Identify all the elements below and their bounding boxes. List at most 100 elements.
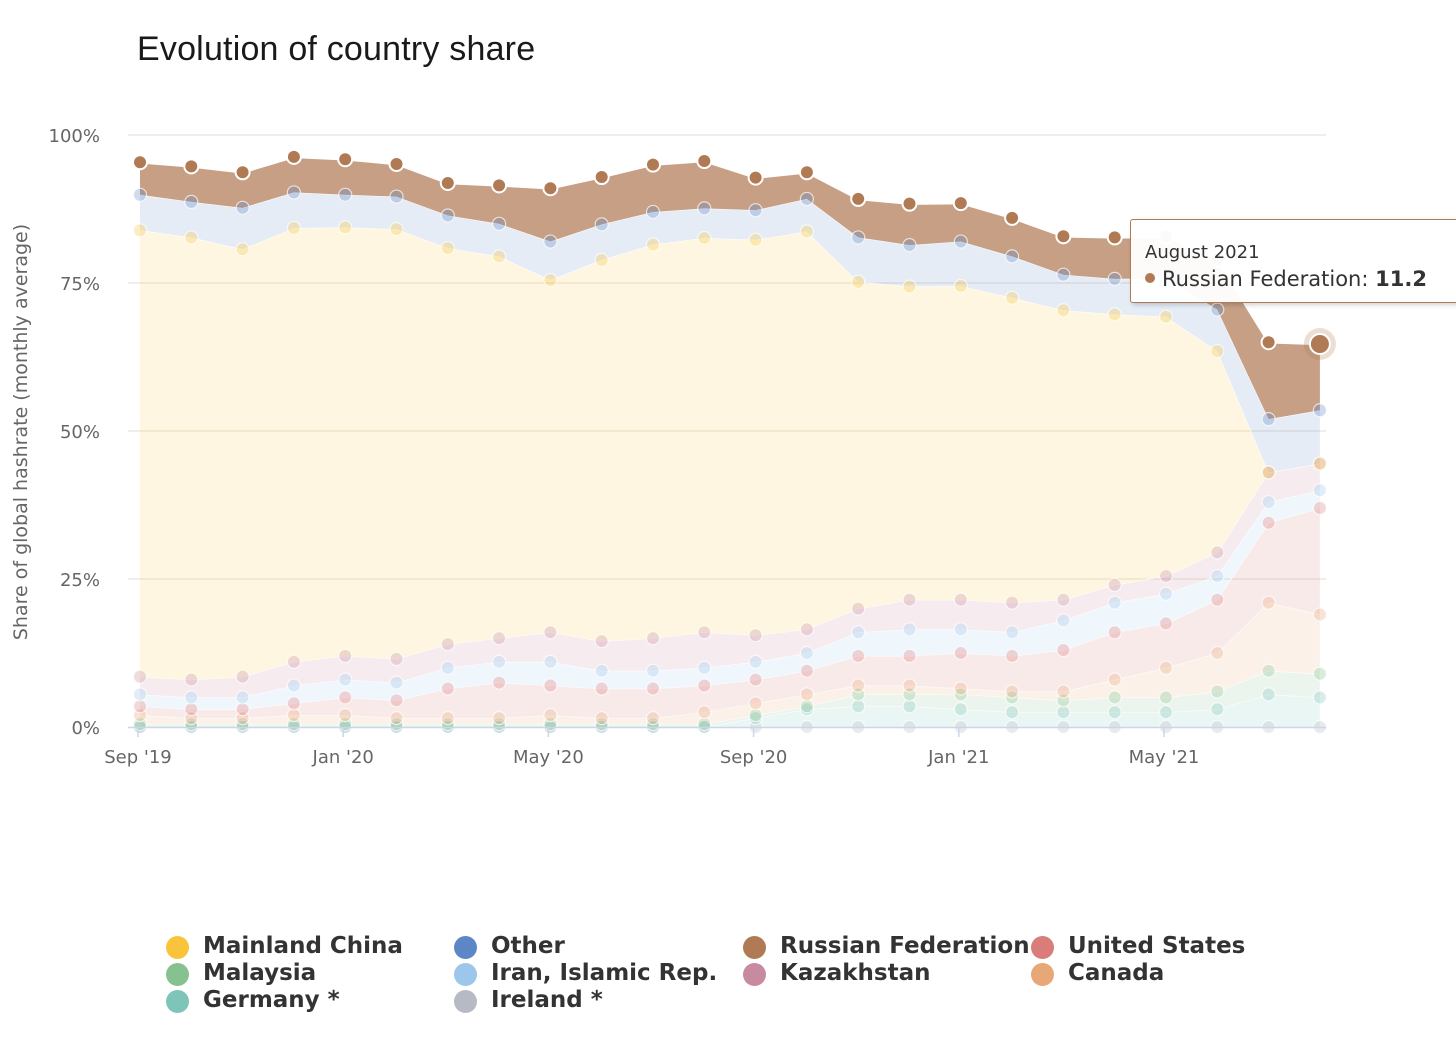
data-point <box>338 648 353 664</box>
legend-item[interactable]: Kazakhstan <box>780 960 931 986</box>
data-point <box>132 223 148 238</box>
y-tick-label: 100% <box>49 126 100 147</box>
data-point <box>902 699 917 714</box>
data-point <box>491 177 508 194</box>
legend-item[interactable]: Russian Federation <box>780 933 1030 959</box>
data-point <box>697 705 712 720</box>
data-point <box>1210 592 1225 607</box>
data-point <box>235 690 250 705</box>
data-point <box>1056 592 1071 607</box>
data-point <box>645 156 661 173</box>
data-point <box>440 681 455 696</box>
data-point <box>1107 595 1122 610</box>
data-point <box>543 654 558 669</box>
data-point <box>748 232 763 247</box>
data-point <box>492 631 507 646</box>
data-point <box>1158 616 1174 631</box>
data-point <box>439 174 456 191</box>
data-point <box>440 637 455 652</box>
y-tick-label: 50% <box>60 422 100 443</box>
tooltip-value: 11.2 <box>1375 267 1427 291</box>
data-point <box>1261 515 1276 530</box>
data-point <box>492 654 507 669</box>
data-point <box>1210 645 1225 661</box>
legend-item[interactable]: Mainland China <box>203 933 403 959</box>
data-point <box>851 274 866 289</box>
data-point <box>748 696 763 711</box>
data-point <box>851 601 866 616</box>
data-point <box>543 625 558 640</box>
data-point <box>593 169 610 186</box>
legend-dot <box>1031 963 1054 986</box>
data-point <box>645 681 661 696</box>
data-point <box>953 234 968 249</box>
legend-item[interactable]: Other <box>491 933 565 959</box>
data-point <box>389 675 404 690</box>
legend-dot <box>1031 936 1054 959</box>
data-point-hovered <box>1308 332 1331 355</box>
data-point <box>902 678 917 693</box>
data-point <box>1056 705 1071 720</box>
data-point <box>1106 229 1123 246</box>
data-point <box>132 154 148 171</box>
data-point <box>286 185 301 200</box>
legend-item[interactable]: Canada <box>1068 960 1165 986</box>
area-russian-federation <box>140 156 1320 420</box>
data-point <box>440 660 455 675</box>
data-point <box>543 234 558 249</box>
data-point <box>1210 568 1225 584</box>
data-point <box>1261 412 1276 427</box>
data-point <box>1004 595 1020 610</box>
legend-item[interactable]: Germany * <box>203 987 340 1013</box>
data-point <box>1055 228 1072 245</box>
data-point <box>1107 577 1122 593</box>
legend-dot <box>454 963 477 986</box>
legend-item[interactable]: Malaysia <box>203 960 317 986</box>
tooltip-colon: : <box>1361 267 1376 291</box>
data-point <box>645 237 661 252</box>
data-point <box>1210 702 1225 717</box>
data-point <box>747 169 764 186</box>
data-point <box>902 622 917 637</box>
y-tick-label: 0% <box>71 718 100 739</box>
data-point <box>1312 500 1328 516</box>
data-point <box>338 187 353 202</box>
area-top-line <box>140 670 1320 725</box>
data-point <box>748 628 763 643</box>
data-point <box>389 711 404 726</box>
legend-dot <box>166 936 189 959</box>
data-point <box>184 690 199 705</box>
legend-item[interactable]: Iran, Islamic Rep. <box>491 960 718 986</box>
data-point <box>389 651 404 667</box>
data-point <box>440 208 455 223</box>
area-kazakhstan <box>140 463 1320 698</box>
data-point <box>184 194 199 209</box>
data-point <box>492 675 507 690</box>
x-tick-label: May '21 <box>1129 747 1200 768</box>
data-point <box>594 217 609 232</box>
data-point <box>1210 545 1225 560</box>
area-top-line <box>139 489 1321 698</box>
data-point <box>953 592 968 607</box>
data-point <box>1312 690 1328 705</box>
legend-dot <box>454 936 477 959</box>
data-point <box>183 158 200 175</box>
legend-item[interactable]: United States <box>1068 933 1246 959</box>
legend-dot <box>743 936 766 959</box>
tooltip-series-name: Russian Federation <box>1162 267 1362 291</box>
data-point <box>388 156 405 173</box>
data-point <box>1312 607 1328 622</box>
data-point <box>440 240 455 256</box>
legend-item[interactable]: Ireland * <box>491 987 603 1013</box>
data-point <box>1158 705 1174 720</box>
legend-dot <box>743 963 766 986</box>
data-point <box>285 148 302 165</box>
legend-dot <box>166 963 189 986</box>
x-tick-label: Sep '20 <box>720 747 788 768</box>
gridlines <box>128 134 1326 580</box>
area-series <box>139 155 1321 728</box>
area-top-line <box>139 226 1321 474</box>
data-point <box>1158 690 1174 705</box>
data-point <box>389 693 404 708</box>
tooltip-date: August 2021 <box>1145 242 1260 263</box>
